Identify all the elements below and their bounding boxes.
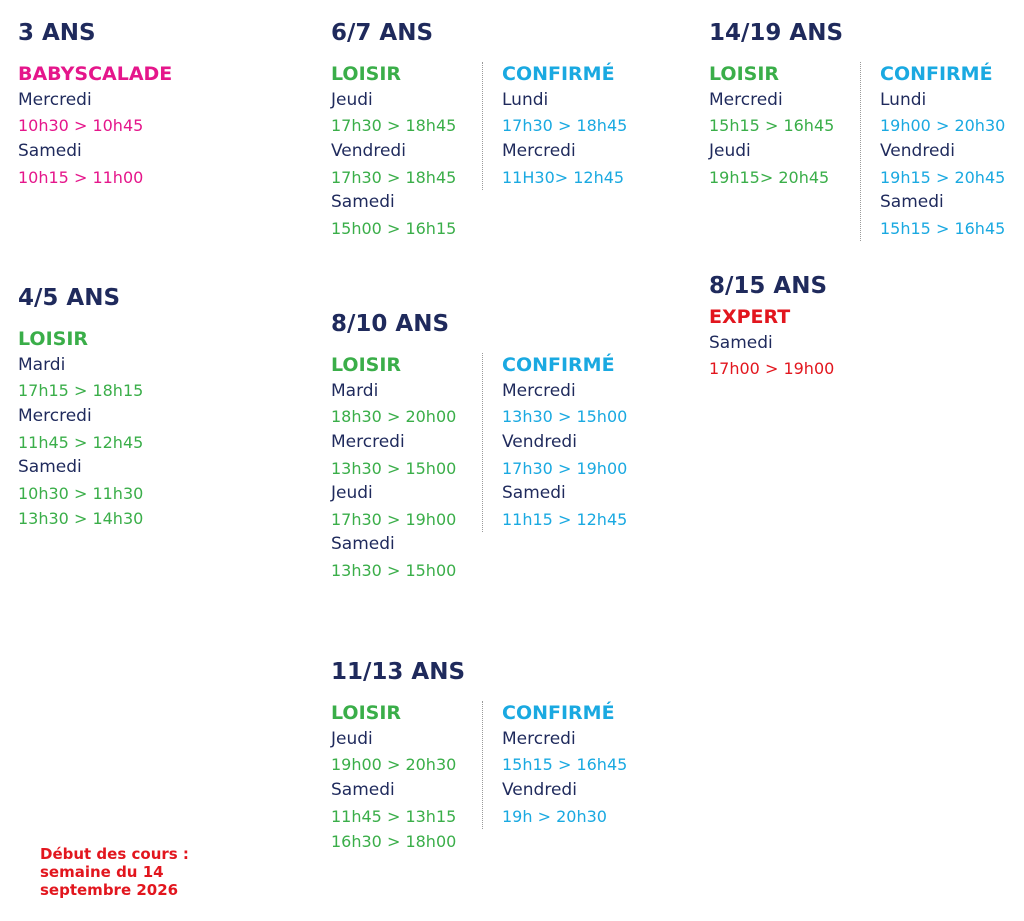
time-slot: 15h15 > 16h45 <box>502 755 628 775</box>
day-label: Mercredi <box>502 140 576 161</box>
time-slot: 17h00 > 19h00 <box>709 359 835 379</box>
time-slot: 11h45 > 12h45 <box>18 432 144 452</box>
day-label: Mercredi <box>709 89 783 110</box>
time-slot: 17h15 > 18h15 <box>18 381 144 401</box>
time-slot: 13h30 > 14h30 <box>18 509 144 529</box>
time-slot: 18h30 > 20h00 <box>331 407 457 427</box>
level-column: BABYSCALADE Mercredi 10h30 > 10h45 Samedi 10… <box>18 62 172 190</box>
level-label: CONFIRMÉ <box>502 63 615 86</box>
day-label: Mercredi <box>18 405 92 426</box>
day-label: Jeudi <box>331 728 373 749</box>
day-label: Mercredi <box>502 380 576 401</box>
time-slot: 17h30 > 18h45 <box>331 116 457 136</box>
day-label: Samedi <box>331 534 395 555</box>
level-column: LOISIR Jeudi 17h30 > 18h45 Vendredi 17h30 > … <box>331 62 456 241</box>
day-label: Samedi <box>502 483 566 504</box>
day-label: Samedi <box>18 140 82 161</box>
day-label: Mercredi <box>502 728 576 749</box>
level-label: LOISIR <box>18 328 89 351</box>
level-column: CONFIRMÉ Mercredi 13h30 > 15h00 Vendredi 17h… <box>482 353 628 533</box>
day-label: Lundi <box>502 89 549 110</box>
time-slot: 11h15 > 12h45 <box>502 509 628 529</box>
day-label: Vendredi <box>502 779 577 800</box>
level-label: BABYSCALADE <box>18 63 173 86</box>
time-slot: 17h30 > 19h00 <box>502 458 628 478</box>
time-slot: 19h > 20h30 <box>502 806 607 826</box>
note-line: Début des cours : <box>40 845 189 863</box>
time-slot: 17h30 > 18h45 <box>331 167 457 187</box>
time-slot: 19h00 > 20h30 <box>880 116 1006 136</box>
day-label: Mercredi <box>331 431 405 452</box>
level-label: EXPERT <box>709 306 791 329</box>
day-label: Samedi <box>709 332 773 353</box>
time-slot: 10h30 > 10h45 <box>18 116 144 136</box>
time-slot: 16h30 > 18h00 <box>331 832 457 852</box>
note-line: septembre 2026 <box>40 881 179 899</box>
time-slot: 15h15 > 16h45 <box>880 218 1006 238</box>
level-label: LOISIR <box>709 63 780 86</box>
age-title: 8/15 ANS <box>709 273 828 299</box>
age-title: 11/13 ANS <box>331 659 466 685</box>
level-column: CONFIRMÉ Lundi 17h30 > 18h45 Mercredi 11H30>… <box>482 62 628 191</box>
age-title: 3 ANS <box>18 20 96 46</box>
time-slot: 17h30 > 18h45 <box>502 116 628 136</box>
day-label: Samedi <box>880 192 944 213</box>
day-label: Jeudi <box>709 140 751 161</box>
day-label: Vendredi <box>331 140 406 161</box>
level-label: CONFIRMÉ <box>502 354 615 377</box>
age-title: 6/7 ANS <box>331 20 434 46</box>
day-label: Mardi <box>18 354 66 375</box>
time-slot: 19h00 > 20h30 <box>331 755 457 775</box>
day-label: Mardi <box>331 380 379 401</box>
day-label: Samedi <box>331 779 395 800</box>
start-note: Début des cours : semaine du 14 septembr… <box>40 845 189 899</box>
level-column: EXPERT Samedi 17h00 > 19h00 <box>709 305 834 382</box>
level-column: CONFIRMÉ Mercredi 15h15 > 16h45 Vendredi 19h… <box>482 701 628 830</box>
day-label: Samedi <box>18 457 82 478</box>
time-slot: 19h15> 20h45 <box>709 167 830 187</box>
time-slot: 10h30 > 11h30 <box>18 483 144 503</box>
level-column: CONFIRMÉ Lundi 19h00 > 20h30 Vendredi 19h15 … <box>860 62 1006 242</box>
day-label: Samedi <box>331 192 395 213</box>
note-line: semaine du 14 <box>40 863 164 881</box>
time-slot: 15h00 > 16h15 <box>331 218 457 238</box>
day-label: Mercredi <box>18 89 92 110</box>
level-column: LOISIR Mardi 17h15 > 18h15 Mercredi 11h45 > … <box>18 327 143 532</box>
time-slot: 19h15 > 20h45 <box>880 167 1006 187</box>
age-title: 8/10 ANS <box>331 311 450 337</box>
level-label: LOISIR <box>331 63 402 86</box>
time-slot: 13h30 > 15h00 <box>331 560 457 580</box>
time-slot: 13h30 > 15h00 <box>502 407 628 427</box>
day-label: Lundi <box>880 89 927 110</box>
time-slot: 11h45 > 13h15 <box>331 806 457 826</box>
level-column: LOISIR Mardi 18h30 > 20h00 Mercredi 13h30 > … <box>331 353 456 583</box>
time-slot: 15h15 > 16h45 <box>709 116 835 136</box>
time-slot: 13h30 > 15h00 <box>331 458 457 478</box>
time-slot: 11H30> 12h45 <box>502 167 625 187</box>
day-label: Jeudi <box>331 89 373 110</box>
level-label: LOISIR <box>331 354 402 377</box>
age-title: 14/19 ANS <box>709 20 844 46</box>
level-label: CONFIRMÉ <box>880 63 993 86</box>
time-slot: 17h30 > 19h00 <box>331 509 457 529</box>
level-label: LOISIR <box>331 702 402 725</box>
age-title: 4/5 ANS <box>18 285 121 311</box>
level-label: CONFIRMÉ <box>502 702 615 725</box>
time-slot: 10h15 > 11h00 <box>18 167 144 187</box>
level-column: LOISIR Mercredi 15h15 > 16h45 Jeudi 19h15> 2… <box>709 62 834 190</box>
day-label: Vendredi <box>880 140 955 161</box>
level-column: LOISIR Jeudi 19h00 > 20h30 Samedi 11h45 > 13… <box>331 701 456 855</box>
day-label: Jeudi <box>331 483 373 504</box>
day-label: Vendredi <box>502 431 577 452</box>
